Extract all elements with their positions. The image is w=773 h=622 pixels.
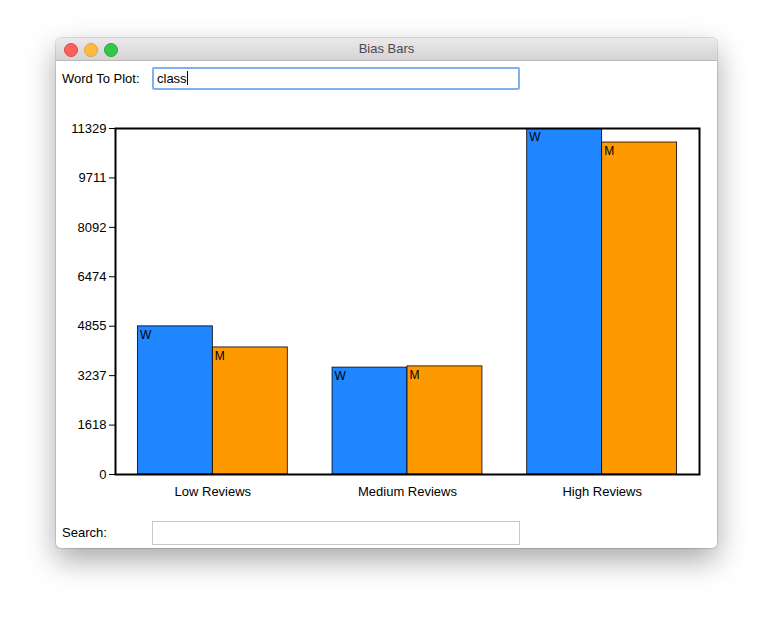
html-text:Bias Bars: Bias Bars: [358, 41, 415, 56]
svg-text:W: W: [335, 369, 347, 383]
svg-text:4855: 4855: [78, 318, 107, 333]
svg-text:W: W: [529, 130, 541, 144]
svg-text:M: M: [215, 349, 225, 363]
svg-text:High Reviews: High Reviews: [562, 484, 642, 499]
svg-text:M: M: [604, 144, 614, 158]
svg-text:0: 0: [99, 467, 106, 482]
svg-text:Medium Reviews: Medium Reviews: [358, 484, 457, 499]
svg-text:Low Reviews: Low Reviews: [175, 484, 252, 499]
svg-text:6474: 6474: [78, 269, 107, 284]
svg-text:3237: 3237: [78, 368, 107, 383]
svg-text:1618: 1618: [78, 417, 107, 432]
svg-text:W: W: [140, 328, 152, 342]
svg-text:M: M: [410, 368, 420, 382]
html-text:Search:: Search:: [62, 525, 107, 540]
svg-text:11329: 11329: [71, 121, 106, 136]
svg-text:9711: 9711: [79, 170, 107, 185]
html-text:Word To Plot:: Word To Plot:: [62, 71, 140, 86]
svg-text:8092: 8092: [78, 220, 107, 235]
html-text:class: class: [157, 71, 187, 86]
